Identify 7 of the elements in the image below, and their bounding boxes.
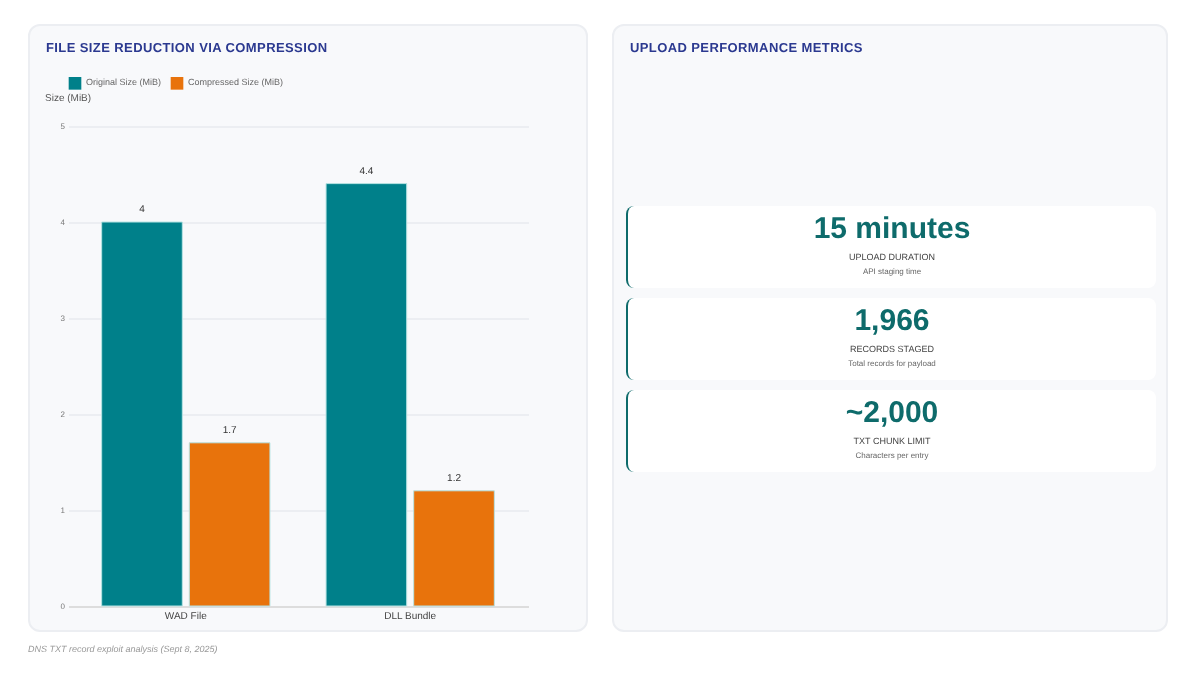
- bar: [188, 442, 271, 607]
- text: ~2,000: [843, 396, 941, 430]
- text: 1,966: [852, 304, 932, 338]
- bar: [101, 221, 183, 607]
- text: 15 minutes: [811, 212, 973, 246]
- bar: [325, 183, 408, 607]
- bar: [413, 490, 495, 607]
